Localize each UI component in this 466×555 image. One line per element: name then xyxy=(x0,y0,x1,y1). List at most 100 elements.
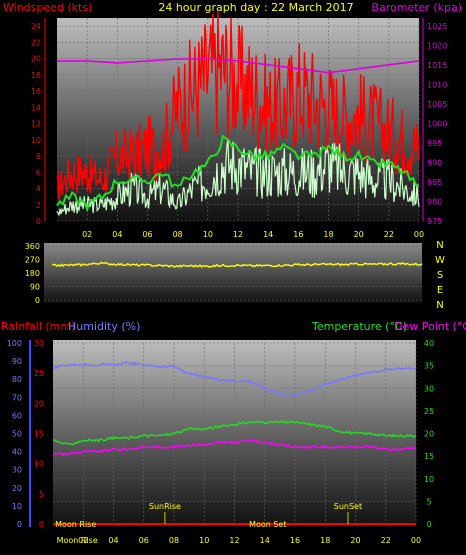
hour-tick: 20 xyxy=(350,536,360,545)
wind-direction-series xyxy=(52,261,423,268)
hour-tick: 16 xyxy=(293,230,303,239)
hour-tick: 14 xyxy=(260,536,270,545)
barometer-tick: 1020 xyxy=(427,41,447,50)
event-label: SunRise xyxy=(149,502,181,511)
wind-speed-tick: 6 xyxy=(36,168,41,177)
rain-panel-series xyxy=(52,361,417,525)
humidity-tick: 30 xyxy=(12,466,22,475)
rainfall-tick: 5 xyxy=(39,490,44,499)
temperature-tick: 30 xyxy=(424,384,434,393)
wind-speed-tick: 10 xyxy=(31,136,41,145)
rainfall-tick: 15 xyxy=(34,430,44,439)
temperature-tick: 25 xyxy=(424,407,434,416)
hour-tick: 06 xyxy=(139,536,149,545)
compass-tick: N xyxy=(436,240,443,251)
hour-tick: 06 xyxy=(142,230,152,239)
direction-tick: 360 xyxy=(25,242,40,251)
hour-tick: 18 xyxy=(323,230,333,239)
direction-tick: 90 xyxy=(30,283,40,292)
hour-tick: 08 xyxy=(169,536,179,545)
wind-speed-tick: 16 xyxy=(31,87,41,96)
barometer-tick: 985 xyxy=(427,178,442,187)
wind-speed-tick: 8 xyxy=(36,152,41,161)
hour-tick: 10 xyxy=(203,230,213,239)
direction-tick: 270 xyxy=(25,256,40,265)
hour-tick: 20 xyxy=(354,230,364,239)
hour-tick: 02 xyxy=(78,536,88,545)
barometer-series xyxy=(57,58,420,74)
wind-speed-tick: 14 xyxy=(31,103,41,112)
temperature-tick: 20 xyxy=(424,430,434,439)
direction-tick: 180 xyxy=(25,269,40,278)
wind-speed-tick: 18 xyxy=(31,71,41,80)
dewpoint-series xyxy=(52,438,417,457)
hour-tick: 10 xyxy=(199,536,209,545)
rainfall-tick: 10 xyxy=(34,460,44,469)
hour-tick: 08 xyxy=(173,230,183,239)
temperature-tick: 35 xyxy=(424,362,434,371)
hour-tick: 04 xyxy=(108,536,118,545)
wind-speed-tick: 2 xyxy=(36,201,41,210)
humidity-axis-label: Humidity (%) xyxy=(68,320,140,333)
event-label: SunSet xyxy=(334,502,362,511)
humidity-tick: 50 xyxy=(12,430,22,439)
humidity-tick: 40 xyxy=(12,448,22,457)
wind-panel-x-tick-labels: 02 04 06 08 10 12 14 16 18 20 22 00 xyxy=(82,230,424,239)
rainfall-tick: 30 xyxy=(34,339,44,348)
event-label: Moon Set xyxy=(249,520,286,529)
hour-tick: 22 xyxy=(381,536,391,545)
rainfall-tick: 0 xyxy=(39,520,44,529)
barometer-tick: 1015 xyxy=(427,61,447,70)
wind-speed-tick: 22 xyxy=(31,38,41,47)
temperature-tick: 5 xyxy=(426,497,431,506)
temperature-tick: 40 xyxy=(424,339,434,348)
barometer-tick: 995 xyxy=(427,139,442,148)
rainfall-tick: 20 xyxy=(34,399,44,408)
compass-tick: W xyxy=(435,255,445,266)
wind-speed-tick: 24 xyxy=(31,22,41,31)
direction-panel-series xyxy=(52,261,423,268)
wind-speed-tick: 0 xyxy=(36,217,41,226)
direction-panel-grid xyxy=(44,245,422,301)
hour-tick: 18 xyxy=(320,536,330,545)
dewpoint-axis-label: Dew Point (°C) xyxy=(394,320,466,333)
rain-panel-x-tick-labels: 02 04 06 08 10 12 14 16 18 20 22 00 xyxy=(78,536,421,545)
hour-tick: 14 xyxy=(263,230,273,239)
wind-detail-series xyxy=(56,138,420,217)
barometer-tick: 1005 xyxy=(427,100,447,109)
wind-speed-tick: 20 xyxy=(31,55,41,64)
compass-tick: E xyxy=(437,285,443,296)
barometer-tick: 990 xyxy=(427,158,442,167)
humidity-tick: 20 xyxy=(12,484,22,493)
humidity-tick: 70 xyxy=(12,393,22,402)
barometer-tick: 1000 xyxy=(427,119,447,128)
wind-axis-label: Windspeed (kts) xyxy=(3,1,92,14)
hour-tick: 22 xyxy=(384,230,394,239)
hour-tick: 00 xyxy=(411,536,421,545)
compass-tick: N xyxy=(436,300,443,311)
humidity-tick: 0 xyxy=(17,520,22,529)
wind-speed-tick: 12 xyxy=(31,120,41,129)
chart-title: 24 hour graph day : 22 March 2017 xyxy=(158,1,353,14)
humidity-tick: 80 xyxy=(12,375,22,384)
rainfall-tick: 25 xyxy=(34,369,44,378)
direction-degree-labels: 0 90 180 270 360 xyxy=(25,242,40,305)
event-label: Moon Rise xyxy=(57,536,98,545)
compass-tick: S xyxy=(437,270,443,281)
humidity-tick: 10 xyxy=(12,502,22,511)
barometer-tick: 980 xyxy=(427,197,442,206)
rainfall-tick-labels: 0 5 10 15 20 25 30 xyxy=(34,339,44,529)
barometer-axis-label: Barometer (kpa) xyxy=(371,1,462,14)
hour-tick: 12 xyxy=(233,230,243,239)
hour-tick: 16 xyxy=(290,536,300,545)
humidity-tick: 60 xyxy=(12,411,22,420)
rainfall-axis-label: Rainfall (mm) xyxy=(1,320,75,333)
temperature-tick-labels: 0 5 10 15 20 25 30 35 40 xyxy=(424,339,434,529)
astronomy-events: Moon Rise SunRise Moon Set SunSet Moon Rise xyxy=(55,502,362,545)
humidity-tick: 90 xyxy=(12,357,22,366)
temperature-tick: 15 xyxy=(424,452,434,461)
barometer-tick-labels: 975 980 985 990 995 1000 1005 1010 1015 1020 1025 xyxy=(427,22,447,226)
hour-tick: 00 xyxy=(414,230,424,239)
